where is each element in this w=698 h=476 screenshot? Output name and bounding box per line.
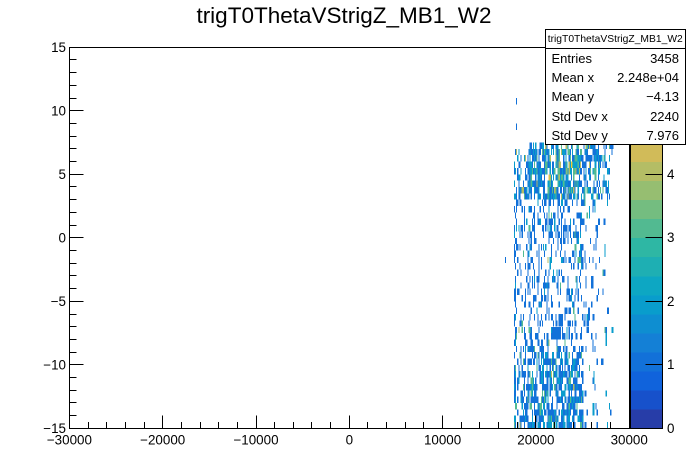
svg-text:15: 15 — [51, 40, 66, 55]
svg-text:0: 0 — [667, 421, 674, 436]
svg-text:−20000: −20000 — [140, 433, 185, 448]
svg-text:2: 2 — [667, 294, 674, 309]
svg-text:1: 1 — [667, 357, 674, 372]
svg-text:0: 0 — [346, 433, 353, 448]
svg-text:−15: −15 — [43, 421, 66, 436]
svg-text:4: 4 — [667, 167, 675, 182]
svg-text:10: 10 — [51, 103, 66, 118]
svg-text:−10: −10 — [43, 358, 66, 373]
svg-text:−5: −5 — [51, 294, 66, 309]
svg-text:5: 5 — [59, 167, 66, 182]
svg-text:−10000: −10000 — [233, 433, 278, 448]
svg-text:20000: 20000 — [517, 433, 554, 448]
svg-text:0: 0 — [59, 231, 66, 246]
svg-text:−30000: −30000 — [47, 433, 92, 448]
svg-text:10000: 10000 — [424, 433, 461, 448]
svg-text:3: 3 — [667, 230, 674, 245]
svg-text:30000: 30000 — [611, 433, 648, 448]
